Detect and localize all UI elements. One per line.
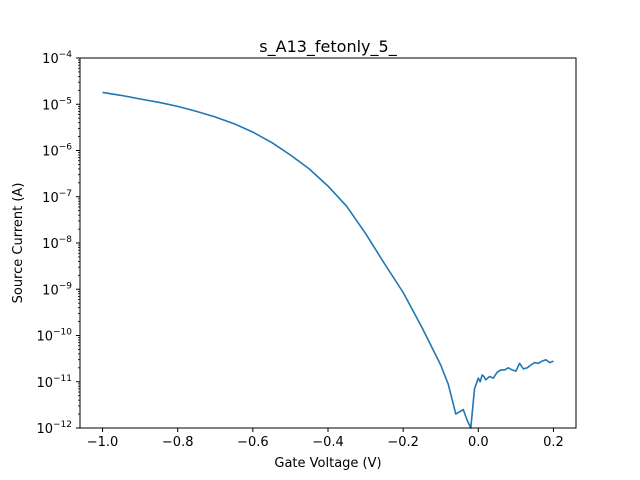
x-axis: −1.0 −0.8 −0.6 −0.4 −0.2 0.0 0.2: [87, 428, 564, 450]
y-tick-label: 10−10: [36, 328, 72, 345]
y-tick-label: 10−11: [36, 374, 72, 391]
x-axis-label: Gate Voltage (V): [274, 456, 381, 471]
y-tick-label: 10−12: [36, 420, 72, 437]
x-tick-label: −0.4: [312, 435, 344, 450]
x-tick-label: −0.8: [162, 435, 194, 450]
y-axis: 10−12 10−11 10−10 10−9 10−8 10−7 10−6 10−5 10−4: [36, 50, 80, 437]
y-tick-label: 10−8: [42, 235, 72, 252]
x-tick-label: −1.0: [87, 435, 119, 450]
plot-area: [102, 91, 554, 429]
y-tick-label: 10−6: [42, 143, 72, 160]
x-tick-label: −0.2: [387, 435, 419, 450]
x-tick-label: 0.2: [543, 435, 564, 450]
y-axis-label: Source Current (A): [11, 183, 26, 304]
series-line-0: [102, 91, 554, 429]
plot-frame: [79, 57, 577, 429]
y-tick-label: 10−4: [42, 50, 72, 67]
chart-title: s_A13_fetonly_5_: [259, 37, 397, 57]
y-tick-label: 10−7: [42, 189, 72, 206]
y-tick-label: 10−5: [42, 96, 72, 113]
x-tick-label: 0.0: [468, 435, 489, 450]
y-tick-label: 10−9: [42, 281, 72, 298]
x-tick-label: −0.6: [237, 435, 269, 450]
